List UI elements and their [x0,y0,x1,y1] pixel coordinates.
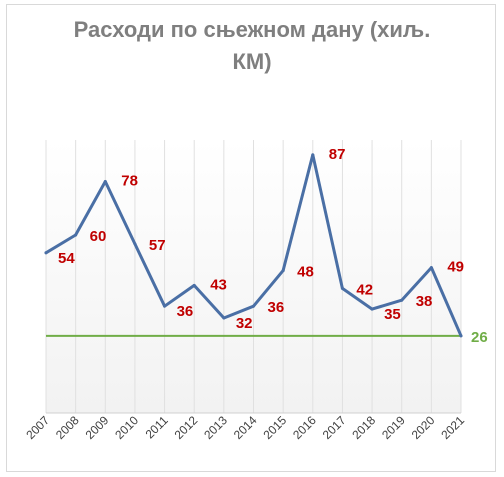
x-tick-label-2017: 2017 [320,413,349,442]
data-label-2013: 32 [236,315,253,332]
data-label-2007: 54 [58,250,75,267]
x-tick-label-2016: 2016 [290,413,319,442]
data-label-2016: 87 [329,146,346,163]
data-label-2017: 42 [356,281,373,298]
reference-line-group: 26 [46,329,488,346]
chart-title-line-2: КМ) [232,49,272,74]
data-point-2020 [429,266,433,270]
data-point-2013 [222,316,226,320]
data-point-2021 [459,334,463,338]
data-point-2012 [192,283,196,287]
data-point-2014 [252,304,255,308]
x-tick-label-2010: 2010 [112,413,141,442]
x-tick-label-2012: 2012 [172,413,201,442]
data-label-2008: 60 [90,228,107,245]
x-tick-label-2009: 2009 [83,413,112,442]
chart-title-line-1: Расходи по сњежном дану (хиљ. [73,17,431,42]
data-label-2010: 57 [149,237,166,254]
data-label-2018: 35 [384,306,401,323]
data-label-2015: 48 [297,264,314,281]
data-point-2009 [103,180,107,184]
data-label-2020: 49 [447,259,464,276]
data-point-2018 [370,307,374,311]
x-tick-label-2011: 2011 [143,413,171,441]
x-tick-label-2018: 2018 [349,413,378,442]
x-tick-label-2013: 2013 [201,413,230,442]
chart-title: Расходи по сњежном дану (хиљ. КМ) [0,14,504,78]
x-axis-ticks: 2007 2008 2009 2010 2011 2012 2013 2014 2015 2016… [23,413,467,442]
x-tick-label-2008: 2008 [53,413,82,442]
data-label-2014: 36 [268,299,285,316]
data-label-2019: 38 [416,293,433,310]
data-point-2015 [281,269,285,273]
reference-line-label: 26 [471,329,488,346]
data-labels-group: 54 60 78 57 36 43 32 36 48 87 42 35 38 49 [58,146,464,332]
x-tick-label-2020: 2020 [409,413,438,442]
data-point-2017 [340,286,344,290]
grid-lines [45,140,462,414]
data-label-2011: 36 [177,303,194,320]
data-point-2011 [163,304,167,308]
x-tick-label-2019: 2019 [379,413,408,442]
x-tick-label-2021: 2021 [438,413,467,442]
x-tick-label-2015: 2015 [260,413,289,442]
data-label-2009: 78 [121,173,138,190]
data-point-2016 [311,153,315,157]
x-tick-label-2014: 2014 [231,413,260,442]
data-point-2007 [44,251,48,255]
data-point-2008 [74,233,78,237]
data-label-2012: 43 [210,276,227,293]
series-group [44,153,463,338]
data-point-2019 [400,298,404,302]
data-point-2010 [133,242,137,246]
x-tick-label-2007: 2007 [23,413,52,442]
